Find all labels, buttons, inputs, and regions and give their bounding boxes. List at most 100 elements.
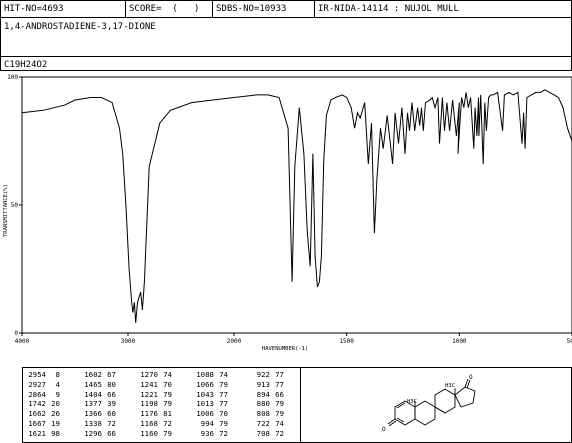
peak-row: 1013 77 bbox=[190, 399, 228, 409]
peak-transmittance: 98 bbox=[51, 428, 60, 438]
peak-wavenumber: 1742 bbox=[28, 399, 46, 409]
peak-wavenumber: 1621 bbox=[28, 428, 46, 438]
peak-transmittance: 60 bbox=[107, 409, 116, 418]
x-tick-label: 500 bbox=[567, 338, 572, 345]
peak-transmittance: 79 bbox=[163, 399, 172, 409]
peak-transmittance: 77 bbox=[275, 370, 284, 379]
peak-wavenumber: 1366 bbox=[84, 409, 102, 418]
peak-row: 1221 79 bbox=[134, 390, 172, 400]
peak-transmittance: 74 bbox=[219, 370, 228, 379]
peak-transmittance: 79 bbox=[163, 428, 172, 438]
peak-row: 808 79 bbox=[246, 409, 284, 419]
peak-wavenumber: 936 bbox=[200, 428, 214, 438]
peak-wavenumber: 1270 bbox=[140, 370, 158, 379]
x-tick-label: 3000 bbox=[121, 338, 136, 345]
peak-row: 1667 19 bbox=[22, 419, 60, 429]
peak-row: 1168 72 bbox=[134, 419, 172, 429]
peak-row: 1006 70 bbox=[190, 409, 228, 419]
peak-wavenumber: 1296 bbox=[84, 428, 102, 438]
peak-row: 1662 26 bbox=[22, 409, 60, 419]
peak-wavenumber: 1160 bbox=[140, 428, 158, 438]
peak-wavenumber: 1066 bbox=[196, 379, 214, 389]
hit-number: HIT-NO=4693 bbox=[4, 4, 64, 14]
peak-wavenumber: 722 bbox=[256, 418, 270, 428]
peak-transmittance: 81 bbox=[163, 409, 172, 418]
peak-row: 708 72 bbox=[246, 429, 284, 439]
peak-row: 2927 4 bbox=[22, 380, 60, 390]
peak-wavenumber: 913 bbox=[256, 379, 270, 389]
peak-wavenumber: 1377 bbox=[84, 399, 102, 409]
peak-row: 1366 60 bbox=[78, 409, 116, 419]
peak-transmittance: 77 bbox=[219, 389, 228, 399]
peak-column: 2954 8 2927 4 2864 9 1742 20 1662 26 1667 19 1621 98 bbox=[22, 370, 60, 438]
peak-row: 1404 66 bbox=[78, 390, 116, 400]
peak-row: 1088 74 bbox=[190, 370, 228, 380]
peak-row: 1043 77 bbox=[190, 390, 228, 400]
peak-column: 922 77 913 77 894 66 880 79 808 79 722 74 708 72 bbox=[246, 370, 284, 438]
x-tick-label: 1000 bbox=[452, 338, 467, 345]
peak-row: 880 79 bbox=[246, 399, 284, 409]
peak-transmittance: 79 bbox=[219, 379, 228, 389]
peak-wavenumber: 880 bbox=[256, 399, 270, 409]
peak-row: 913 77 bbox=[246, 380, 284, 390]
peak-row: 2954 8 bbox=[22, 370, 60, 380]
peak-transmittance: 39 bbox=[107, 399, 116, 409]
peak-wavenumber: 2927 bbox=[28, 379, 46, 389]
peak-transmittance: 66 bbox=[275, 389, 284, 399]
x-tick-label: 1500 bbox=[339, 338, 354, 345]
header-divider bbox=[125, 1, 126, 18]
peak-row: 1176 81 bbox=[134, 409, 172, 419]
peak-column: 1270 74 1241 70 1221 79 1198 79 1176 81 1168 72 1160… bbox=[134, 370, 172, 438]
peak-transmittance: 70 bbox=[163, 379, 172, 389]
ketone-oxygen-17: O bbox=[469, 374, 473, 381]
peak-column: 1088 74 1066 79 1043 77 1013 77 1006 70 994 79 936 72 bbox=[190, 370, 228, 438]
score: SCORE= ( ) bbox=[129, 4, 200, 14]
peak-transmittance: 9 bbox=[55, 389, 60, 399]
peak-transmittance: 26 bbox=[51, 409, 60, 418]
peak-row: 722 74 bbox=[246, 419, 284, 429]
peak-wavenumber: 2954 bbox=[28, 370, 46, 379]
peak-wavenumber: 1667 bbox=[28, 418, 46, 428]
ir-spectrum-chart: 40003000200015001000500100500 TRANSMITTA… bbox=[3, 74, 572, 352]
y-axis-label: TRANSMITTANCE(%) bbox=[3, 184, 9, 237]
peak-transmittance: 79 bbox=[275, 399, 284, 409]
peak-transmittance: 74 bbox=[163, 370, 172, 379]
peak-row: 1198 79 bbox=[134, 399, 172, 409]
ir-identifier: IR-NIDA-14114 : NUJOL MULL bbox=[318, 4, 459, 14]
peak-row: 1377 39 bbox=[78, 399, 116, 409]
peak-row: 1742 20 bbox=[22, 399, 60, 409]
peak-transmittance: 72 bbox=[107, 418, 116, 428]
peak-wavenumber: 1176 bbox=[140, 409, 158, 418]
peak-row: 1465 80 bbox=[78, 380, 116, 390]
y-tick-label: 100 bbox=[7, 74, 18, 81]
methyl-label-19: H3C bbox=[407, 399, 417, 405]
header-divider bbox=[212, 1, 213, 18]
peak-wavenumber: 922 bbox=[256, 370, 270, 379]
peak-row: 1296 66 bbox=[78, 429, 116, 439]
peak-row: 1270 74 bbox=[134, 370, 172, 380]
bottom-divider bbox=[300, 367, 301, 443]
peak-row: 1602 67 bbox=[78, 370, 116, 380]
peak-wavenumber: 1602 bbox=[84, 370, 102, 379]
header-divider bbox=[314, 1, 315, 18]
peak-wavenumber: 1198 bbox=[140, 399, 158, 409]
y-tick-label: 0 bbox=[14, 330, 18, 337]
peak-transmittance: 79 bbox=[275, 409, 284, 418]
peak-transmittance: 79 bbox=[219, 418, 228, 428]
sdbs-number: SDBS-NO=10933 bbox=[216, 4, 287, 14]
molecular-formula: C19H24O2 bbox=[4, 60, 48, 70]
peak-wavenumber: 708 bbox=[256, 428, 270, 438]
peak-wavenumber: 1221 bbox=[140, 389, 158, 399]
x-tick-label: 4000 bbox=[15, 338, 30, 345]
peak-wavenumber: 994 bbox=[200, 418, 214, 428]
peak-wavenumber: 1013 bbox=[196, 399, 214, 409]
methyl-label-18: H3C bbox=[445, 383, 455, 389]
peak-transmittance: 77 bbox=[275, 379, 284, 389]
peak-transmittance: 66 bbox=[107, 428, 116, 438]
peak-wavenumber: 1088 bbox=[196, 370, 214, 379]
peak-wavenumber: 808 bbox=[256, 409, 270, 418]
y-tick-label: 50 bbox=[11, 202, 19, 209]
peak-row: 1066 79 bbox=[190, 380, 228, 390]
peak-row: 1160 79 bbox=[134, 429, 172, 439]
peak-transmittance: 67 bbox=[107, 370, 116, 379]
